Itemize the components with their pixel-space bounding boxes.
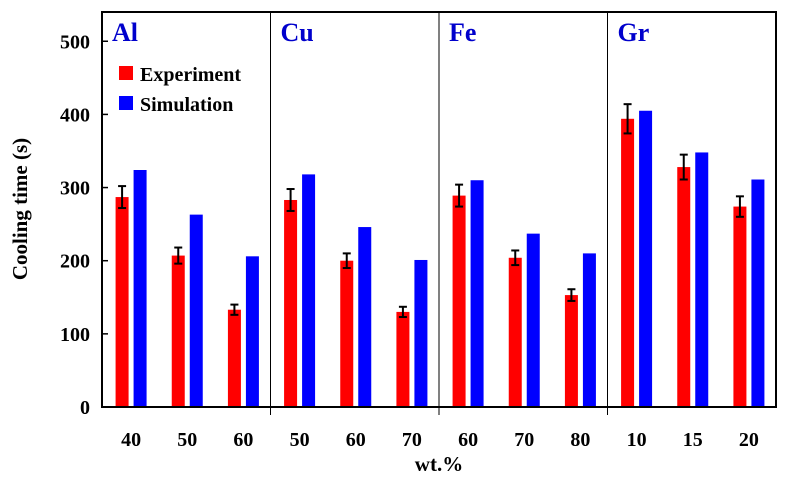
experiment-bar	[508, 257, 522, 407]
experiment-bar	[340, 260, 354, 407]
y-axis-label: Cooling time (s)	[8, 138, 32, 280]
experiment-bar	[284, 199, 298, 407]
simulation-bar	[526, 233, 540, 407]
simulation-bar	[751, 179, 765, 407]
experiment-bar	[621, 118, 635, 407]
x-tick-label: 10	[627, 429, 647, 451]
y-tick-label: 300	[60, 178, 90, 200]
plot-frame	[101, 11, 777, 408]
y-tick-label: 200	[60, 251, 90, 273]
x-tick-label: 60	[346, 429, 366, 451]
simulation-bar	[582, 253, 596, 407]
experiment-bar	[677, 167, 691, 407]
legend-label-experiment: Experiment	[140, 64, 241, 86]
x-tick-label: 60	[233, 429, 253, 451]
x-tick-label: 60	[458, 429, 478, 451]
simulation-bar	[470, 180, 484, 407]
simulation-bar	[639, 110, 653, 407]
experiment-bar	[452, 195, 466, 407]
simulation-bar	[358, 227, 372, 407]
legend-label-simulation: Simulation	[140, 94, 233, 116]
x-tick-label: 70	[514, 429, 534, 451]
legend-swatch-experiment	[119, 66, 133, 80]
x-axis-label: wt.%	[415, 452, 463, 476]
y-tick-label: 400	[60, 104, 90, 126]
experiment-bar	[171, 255, 185, 407]
simulation-bar	[133, 170, 147, 407]
experiment-bar	[115, 197, 129, 407]
x-tick-label: 70	[402, 429, 422, 451]
simulation-bar	[189, 214, 203, 407]
x-tick-label: 15	[683, 429, 703, 451]
y-tick-label: 0	[80, 397, 90, 419]
experiment-bar	[564, 295, 578, 407]
x-tick-label: 20	[739, 429, 759, 451]
simulation-bar	[695, 152, 709, 407]
experiment-bar	[396, 311, 410, 407]
simulation-bar	[414, 259, 428, 407]
experiment-bar	[227, 309, 241, 407]
group-label: Fe	[449, 18, 476, 47]
simulation-bar	[302, 174, 316, 407]
group-label: Cu	[281, 18, 314, 47]
group-label: Gr	[618, 18, 650, 47]
y-tick-label: 500	[60, 31, 90, 53]
x-tick-label: 50	[177, 429, 197, 451]
simulation-bar	[245, 256, 259, 407]
y-tick-label: 100	[60, 324, 90, 346]
x-tick-label: 80	[570, 429, 590, 451]
x-tick-label: 40	[121, 429, 141, 451]
group-label: Al	[112, 18, 138, 47]
x-tick-label: 50	[290, 429, 310, 451]
experiment-bar	[733, 206, 747, 407]
legend-swatch-simulation	[119, 96, 133, 110]
